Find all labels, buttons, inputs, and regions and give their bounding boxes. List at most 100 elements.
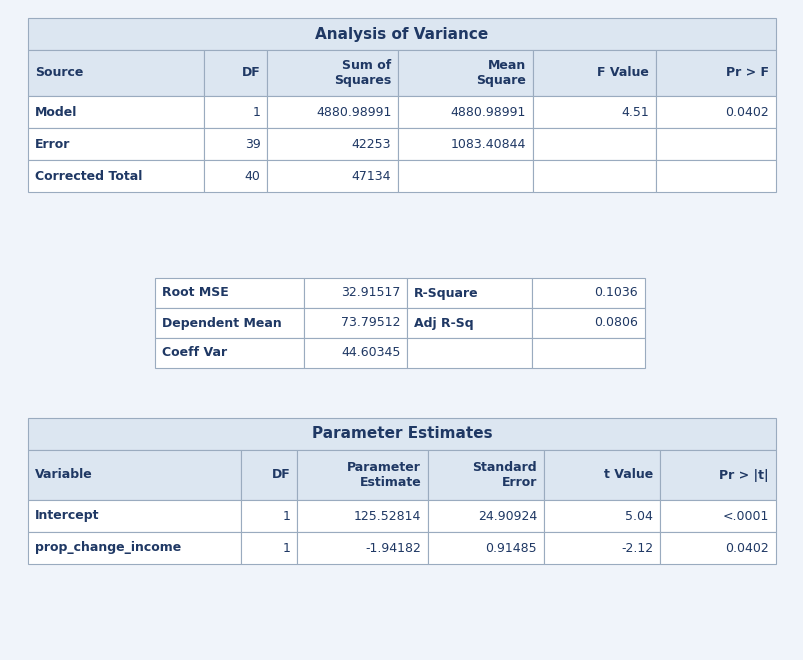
Bar bbox=[532, 96, 655, 128]
Bar bbox=[203, 160, 267, 192]
Bar bbox=[28, 418, 775, 450]
Text: Parameter Estimates: Parameter Estimates bbox=[312, 426, 491, 442]
Bar bbox=[28, 18, 775, 50]
Text: t Value: t Value bbox=[603, 469, 652, 482]
Text: Sum of
Squares: Sum of Squares bbox=[333, 59, 391, 87]
Text: 0.91485: 0.91485 bbox=[485, 541, 536, 554]
Text: 1: 1 bbox=[282, 541, 290, 554]
Text: F Value: F Value bbox=[597, 67, 649, 79]
Bar bbox=[241, 450, 297, 500]
Bar bbox=[203, 96, 267, 128]
Text: 4880.98991: 4880.98991 bbox=[316, 106, 391, 119]
Bar bbox=[155, 338, 304, 368]
Bar bbox=[267, 160, 397, 192]
Bar bbox=[203, 50, 267, 96]
Text: Adj R-Sq: Adj R-Sq bbox=[414, 317, 474, 329]
Text: Corrected Total: Corrected Total bbox=[35, 170, 142, 183]
Text: -2.12: -2.12 bbox=[620, 541, 652, 554]
Bar bbox=[655, 50, 775, 96]
Bar bbox=[397, 50, 532, 96]
Bar bbox=[407, 338, 532, 368]
Bar bbox=[544, 450, 659, 500]
Text: 0.0402: 0.0402 bbox=[724, 541, 768, 554]
Bar bbox=[28, 450, 241, 500]
Bar bbox=[397, 96, 532, 128]
Text: 47134: 47134 bbox=[352, 170, 391, 183]
Text: Pr > |t|: Pr > |t| bbox=[719, 469, 768, 482]
Bar bbox=[532, 128, 655, 160]
Bar bbox=[304, 278, 407, 308]
Text: DF: DF bbox=[271, 469, 290, 482]
Text: Dependent Mean: Dependent Mean bbox=[161, 317, 281, 329]
Bar bbox=[532, 308, 644, 338]
Bar bbox=[241, 532, 297, 564]
Text: 125.52814: 125.52814 bbox=[353, 510, 421, 523]
Bar bbox=[407, 278, 532, 308]
Text: 4.51: 4.51 bbox=[621, 106, 649, 119]
Bar bbox=[532, 338, 644, 368]
Text: Parameter
Estimate: Parameter Estimate bbox=[347, 461, 421, 489]
Text: prop_change_income: prop_change_income bbox=[35, 541, 181, 554]
Bar bbox=[28, 500, 241, 532]
Bar bbox=[28, 532, 241, 564]
Bar bbox=[28, 50, 203, 96]
Text: 39: 39 bbox=[244, 137, 260, 150]
Text: 0.0806: 0.0806 bbox=[593, 317, 638, 329]
Text: 40: 40 bbox=[244, 170, 260, 183]
Text: 1083.40844: 1083.40844 bbox=[450, 137, 525, 150]
Bar bbox=[28, 96, 203, 128]
Bar bbox=[428, 500, 544, 532]
Bar bbox=[532, 278, 644, 308]
Text: 44.60345: 44.60345 bbox=[340, 346, 400, 360]
Text: 0.0402: 0.0402 bbox=[724, 106, 768, 119]
Bar bbox=[297, 500, 428, 532]
Text: 32.91517: 32.91517 bbox=[340, 286, 400, 300]
Text: Source: Source bbox=[35, 67, 84, 79]
Bar bbox=[155, 308, 304, 338]
Text: Model: Model bbox=[35, 106, 77, 119]
Bar bbox=[655, 96, 775, 128]
Bar bbox=[267, 128, 397, 160]
Text: <.0001: <.0001 bbox=[722, 510, 768, 523]
Bar bbox=[544, 500, 659, 532]
Bar bbox=[532, 160, 655, 192]
Bar bbox=[397, 128, 532, 160]
Text: Error: Error bbox=[35, 137, 71, 150]
Text: Coeff Var: Coeff Var bbox=[161, 346, 226, 360]
Text: 5.04: 5.04 bbox=[625, 510, 652, 523]
Text: 42253: 42253 bbox=[352, 137, 391, 150]
Bar bbox=[297, 532, 428, 564]
Bar bbox=[267, 50, 397, 96]
Text: 1: 1 bbox=[282, 510, 290, 523]
Bar bbox=[203, 128, 267, 160]
Bar bbox=[655, 128, 775, 160]
Bar bbox=[532, 50, 655, 96]
Bar bbox=[655, 160, 775, 192]
Text: 1: 1 bbox=[252, 106, 260, 119]
Text: R-Square: R-Square bbox=[414, 286, 479, 300]
Text: Intercept: Intercept bbox=[35, 510, 100, 523]
Bar bbox=[28, 128, 203, 160]
Text: Pr > F: Pr > F bbox=[725, 67, 768, 79]
Text: Standard
Error: Standard Error bbox=[472, 461, 536, 489]
Bar bbox=[544, 532, 659, 564]
Bar bbox=[659, 450, 775, 500]
Bar bbox=[428, 532, 544, 564]
Text: 24.90924: 24.90924 bbox=[477, 510, 536, 523]
Bar bbox=[407, 308, 532, 338]
Bar bbox=[241, 500, 297, 532]
Bar bbox=[155, 278, 304, 308]
Text: Variable: Variable bbox=[35, 469, 92, 482]
Bar bbox=[267, 96, 397, 128]
Text: 73.79512: 73.79512 bbox=[340, 317, 400, 329]
Bar bbox=[397, 160, 532, 192]
Text: Analysis of Variance: Analysis of Variance bbox=[315, 26, 488, 42]
Text: 0.1036: 0.1036 bbox=[593, 286, 638, 300]
Bar bbox=[304, 308, 407, 338]
Text: -1.94182: -1.94182 bbox=[365, 541, 421, 554]
Bar bbox=[659, 500, 775, 532]
Text: 4880.98991: 4880.98991 bbox=[450, 106, 525, 119]
Text: Root MSE: Root MSE bbox=[161, 286, 229, 300]
Text: Mean
Square: Mean Square bbox=[475, 59, 525, 87]
Bar bbox=[428, 450, 544, 500]
